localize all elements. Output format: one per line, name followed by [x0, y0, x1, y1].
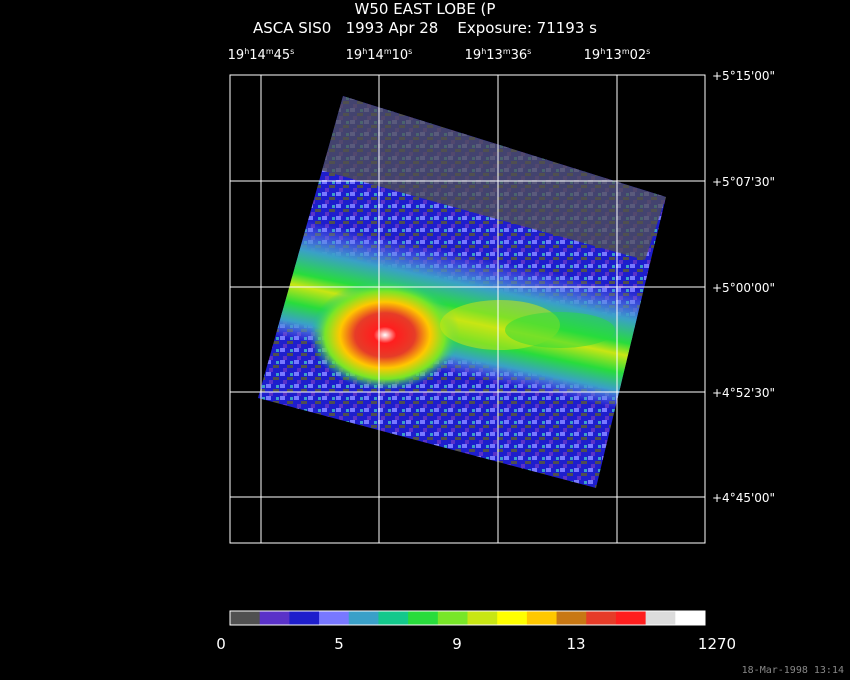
- colorbar-label: 5: [334, 635, 344, 653]
- colorbar-swatch: [675, 611, 706, 625]
- ra-tick-label: 19h14m10s: [346, 47, 413, 63]
- colorbar-swatch: [230, 611, 261, 625]
- colorbar-swatch: [556, 611, 587, 625]
- dec-tick-label: +5°00'00": [712, 281, 775, 295]
- ra-tick-label: 19h13m36s: [465, 47, 532, 63]
- colorbar-swatch: [348, 611, 379, 625]
- colorbar-labels: 0 5 9 13 1270: [216, 635, 736, 653]
- colorbar-label: 9: [452, 635, 462, 653]
- dec-tick-label: +5°15'00": [712, 69, 775, 83]
- colorbar-swatch: [437, 611, 468, 625]
- colorbar-swatch: [259, 611, 290, 625]
- colorbar-swatch: [615, 611, 647, 625]
- xray-exposure-tile: [258, 96, 666, 488]
- colorbar-swatch: [586, 611, 617, 625]
- ra-axis-labels: 19h14m45s 19h14m10s 19h13m36s 19h13m02s: [228, 47, 651, 63]
- colorbar-swatch: [526, 611, 558, 625]
- coordinate-grid: [230, 74, 705, 543]
- image-subtitle: ASCA SIS0 1993 Apr 28 Exposure: 71193 s: [253, 19, 597, 37]
- ra-tick-label: 19h13m02s: [584, 47, 651, 63]
- colorbar-swatch: [319, 611, 350, 625]
- colorbar-swatch: [289, 611, 320, 625]
- colorbar-swatch: [497, 611, 528, 625]
- colorbar: [230, 611, 706, 625]
- colorbar-label: 13: [566, 635, 585, 653]
- dec-tick-label: +4°52'30": [712, 386, 775, 400]
- timestamp-footer: 18-Mar-1998 13:14: [741, 665, 844, 676]
- colorbar-label: 0: [216, 635, 226, 653]
- colorbar-swatch: [645, 611, 676, 625]
- dec-tick-label: +5°07'30": [712, 175, 775, 189]
- colorbar-swatch: [378, 611, 409, 625]
- image-title: W50 EAST LOBE (P: [354, 0, 496, 18]
- dec-axis-labels: +5°15'00" +5°07'30" +5°00'00" +4°52'30" …: [712, 69, 775, 505]
- dec-tick-label: +4°45'00": [712, 491, 775, 505]
- ra-tick-label: 19h14m45s: [228, 47, 295, 63]
- colorbar-swatch: [408, 611, 439, 625]
- colorbar-frame: [229, 610, 706, 626]
- colorbar-label: 1270: [698, 635, 736, 653]
- colorbar-swatch: [467, 611, 498, 625]
